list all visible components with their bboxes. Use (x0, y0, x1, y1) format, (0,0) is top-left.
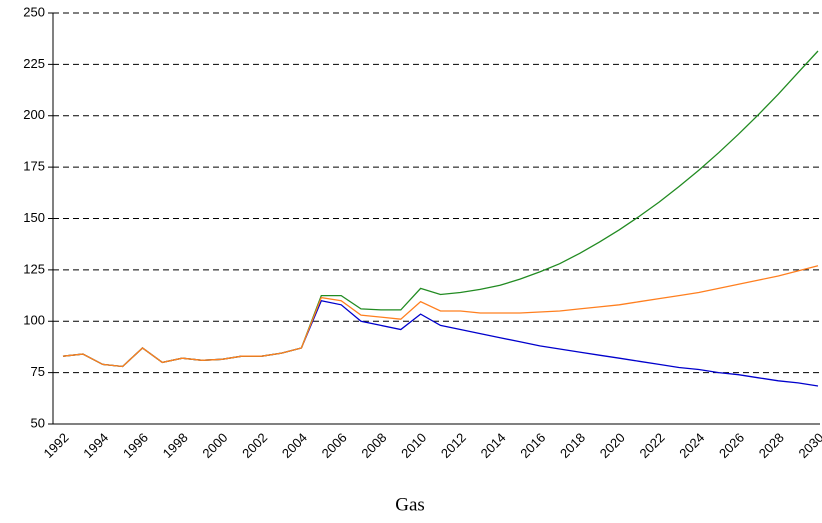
y-tick-label: 200 (23, 107, 45, 122)
y-tick-label: 150 (23, 210, 45, 225)
y-tick-label: 225 (23, 56, 45, 71)
x-tick-label: 2028 (756, 430, 787, 461)
x-tick-label: 2004 (279, 430, 310, 461)
x-tick-label: 1994 (80, 430, 111, 461)
series-line (62, 299, 819, 387)
x-tick-label: 2018 (557, 430, 588, 461)
x-tick-label: 2030 (795, 430, 822, 461)
y-tick-label: 50 (31, 415, 45, 430)
y-tick-label: 125 (23, 261, 45, 276)
chart-title: Gas (395, 494, 425, 515)
x-tick-label: 1996 (120, 430, 151, 461)
x-tick-label: 2006 (319, 430, 350, 461)
y-tick-label: 75 (31, 364, 45, 379)
x-tick-label: 2020 (597, 430, 628, 461)
x-tick-label: 1992 (40, 430, 71, 461)
y-tick-label: 100 (23, 313, 45, 328)
x-tick-label: 2012 (438, 430, 469, 461)
x-tick-label: 2000 (199, 430, 230, 461)
y-tick-label: 250 (23, 4, 45, 19)
x-tick-label: 2024 (676, 430, 707, 461)
x-tick-label: 2002 (239, 430, 270, 461)
x-tick-label: 2022 (637, 430, 668, 461)
x-tick-label: 2010 (398, 430, 429, 461)
series-line (62, 265, 819, 368)
x-tick-label: 1998 (160, 430, 191, 461)
y-tick-label: 175 (23, 159, 45, 174)
x-tick-label: 2014 (478, 430, 509, 461)
series-line (62, 50, 819, 368)
x-tick-label: 2016 (517, 430, 548, 461)
x-tick-label: 2008 (358, 430, 389, 461)
x-tick-label: 2026 (716, 430, 747, 461)
